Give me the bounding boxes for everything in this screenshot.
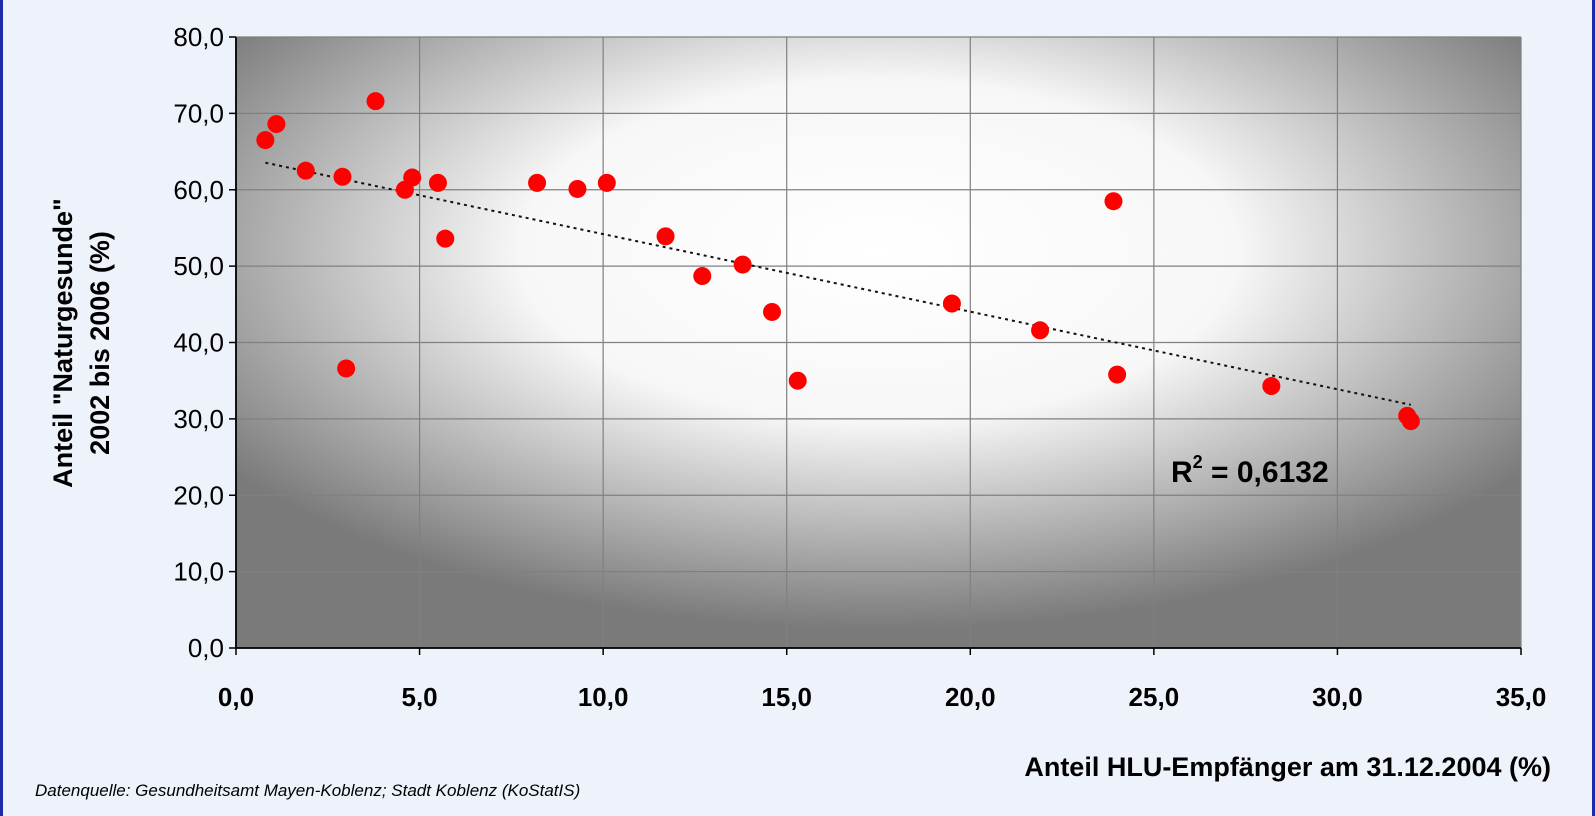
data-point	[366, 92, 385, 111]
gridlines	[229, 36, 1522, 655]
data-point	[568, 179, 587, 198]
data-point	[1104, 192, 1123, 211]
tick-labels: 0,0 10,0 20,0 30,0 40,0 50,0 60,0 70,0 80,0 0,0 5,…	[173, 22, 1546, 712]
data-point	[333, 167, 352, 186]
y-tick-label: 50,0	[173, 251, 224, 281]
data-point	[656, 227, 675, 246]
y-tick-label: 80,0	[173, 22, 224, 52]
x-tick-label: 10,0	[578, 682, 629, 712]
x-tick-label: 35,0	[1496, 682, 1547, 712]
data-point	[1262, 377, 1281, 396]
y-tick-label: 10,0	[173, 557, 224, 587]
data-point	[788, 371, 807, 390]
data-point	[597, 173, 616, 192]
x-axis-title: Anteil HLU-Empfänger am 31.12.2004 (%)	[1024, 752, 1551, 782]
data-point	[763, 302, 782, 321]
source-note: Datenquelle: Gesundheitsamt Mayen-Koblen…	[35, 781, 580, 800]
data-point	[337, 359, 356, 378]
x-tick-label: 30,0	[1312, 682, 1363, 712]
data-point	[403, 168, 422, 187]
data-point	[296, 161, 315, 180]
data-point	[428, 173, 447, 192]
scatter-chart: 0,0 10,0 20,0 30,0 40,0 50,0 60,0 70,0 80,0 0,0 5,…	[35, 22, 1551, 800]
y-tick-label: 0,0	[188, 633, 224, 663]
data-point	[267, 115, 286, 134]
data-point	[436, 229, 455, 248]
data-point	[1031, 321, 1050, 340]
r-squared-label: R2 = 0,6132	[1171, 452, 1329, 489]
y-axis-title-line1: Anteil "Naturgesunde"	[48, 198, 78, 488]
y-axis-title-line2: 2002 bis 2006 (%)	[85, 231, 115, 455]
data-point	[733, 255, 752, 274]
x-tick-label: 5,0	[401, 682, 437, 712]
trendline	[265, 161, 1412, 406]
data-point	[693, 267, 712, 286]
y-tick-label: 60,0	[173, 175, 224, 205]
data-point	[1108, 365, 1127, 384]
x-tick-label: 15,0	[761, 682, 812, 712]
y-tick-label: 70,0	[173, 98, 224, 128]
y-tick-label: 40,0	[173, 328, 224, 358]
x-tick-label: 0,0	[218, 682, 254, 712]
x-tick-label: 20,0	[945, 682, 996, 712]
data-point	[528, 173, 547, 192]
data-points	[256, 92, 1420, 431]
data-point	[256, 131, 275, 150]
y-tick-label: 30,0	[173, 404, 224, 434]
data-point	[1401, 412, 1420, 431]
data-point	[942, 294, 961, 313]
x-tick-label: 25,0	[1129, 682, 1180, 712]
y-tick-label: 20,0	[173, 480, 224, 510]
